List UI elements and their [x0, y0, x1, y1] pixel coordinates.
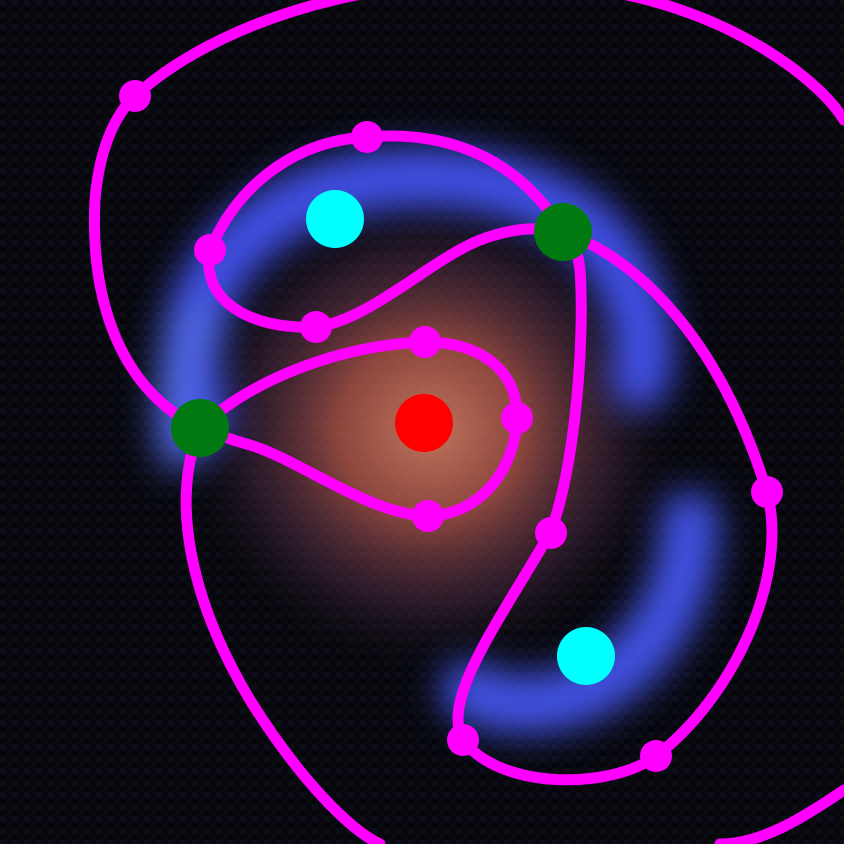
curve-node — [409, 326, 441, 358]
upper-loop — [203, 130, 569, 333]
outer-curve-right — [714, 784, 844, 844]
outer-curve-bottom — [180, 422, 386, 844]
curve-node — [640, 740, 672, 772]
curve-node — [412, 500, 444, 532]
lensed-image-markers — [306, 190, 615, 685]
outer-curve — [88, 0, 844, 434]
curve-nodes — [119, 80, 783, 772]
curve-node — [119, 80, 151, 112]
saddle-point-marker — [534, 203, 592, 261]
curve-node — [751, 476, 783, 508]
lens-center-marker — [395, 394, 453, 452]
curve-node — [300, 311, 332, 343]
curve-node — [447, 724, 479, 756]
critical-curves — [88, 0, 844, 844]
curve-node — [501, 402, 533, 434]
image-marker — [306, 190, 364, 248]
saddle-points — [171, 203, 592, 457]
image-marker — [557, 627, 615, 685]
right-loop — [452, 226, 778, 786]
curve-node — [535, 517, 567, 549]
inner-loop — [194, 336, 523, 522]
curve-node — [351, 121, 383, 153]
curve-node — [194, 234, 226, 266]
lower-arc — [441, 491, 719, 734]
saddle-point-marker — [171, 399, 229, 457]
